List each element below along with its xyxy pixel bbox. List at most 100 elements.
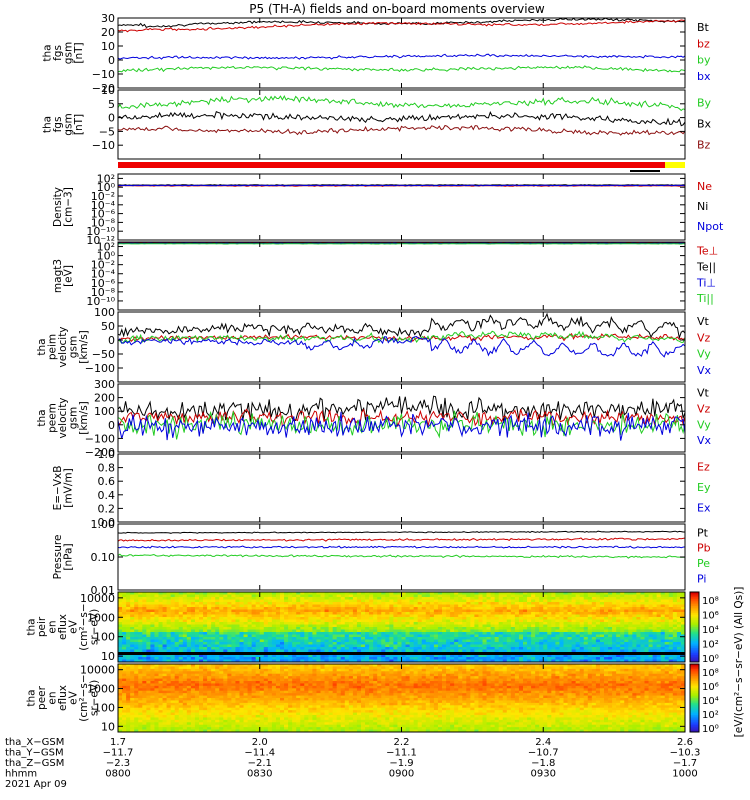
y-tick-label: 20 — [101, 26, 115, 39]
status-bar-red — [118, 162, 665, 168]
panels-group: 3020100−10−20thafgsgsm[nT]Btbzbybx1050−5… — [26, 12, 724, 733]
y-tick-label: 0.01 — [91, 584, 116, 597]
x-row-label: tha_Y−GSM — [5, 748, 64, 759]
series-Pi — [117, 545, 686, 549]
y-tick-label: 0.8 — [98, 462, 116, 475]
y-axis-label-line: [eV] — [62, 265, 74, 287]
y-tick-label: 1.0 — [98, 448, 116, 461]
x-tick-label: −10.3 — [670, 748, 701, 759]
x-tick-label: 2.6 — [677, 737, 693, 748]
legend-Bz: Bz — [697, 139, 711, 152]
y-axis-label-line: peir — [36, 616, 48, 637]
y-axis-label-line: E=−VxB — [52, 466, 64, 511]
x-tick-label: −1.7 — [673, 758, 697, 769]
y-tick-label: 100 — [94, 405, 115, 418]
y-tick-label: 10 — [101, 650, 115, 663]
series-Vt — [117, 312, 686, 340]
y-axis-label-line: magt3 — [52, 259, 64, 293]
y-tick-label: 0 — [108, 334, 115, 347]
y-axis-label-line: tha — [36, 338, 48, 355]
legend-Vt: Vt — [697, 387, 710, 400]
y-tick-label: 10⁻⁸ — [91, 216, 116, 229]
panel-frame — [117, 311, 686, 383]
y-axis-label-line: tha — [26, 689, 38, 706]
legend-Pe: Pe — [697, 557, 710, 570]
y-tick-label: 10⁰ — [97, 181, 116, 194]
y-tick-label: 100 — [94, 631, 115, 644]
y-tick-label: −20 — [92, 82, 115, 95]
figure-title: P5 (TH-A) fields and on-board moments ov… — [249, 2, 545, 16]
legend-Ne: Ne — [697, 180, 712, 193]
series-Bz — [117, 124, 686, 136]
y-tick-label: 10⁻¹⁰ — [86, 225, 115, 238]
series-bz — [117, 19, 686, 33]
y-tick-label: 10⁻⁴ — [91, 268, 116, 281]
x-tick-label: −11.7 — [103, 748, 134, 759]
series-Pb — [117, 537, 686, 542]
series-Npot — [117, 184, 686, 187]
date-label: 2021 Apr 09 — [5, 779, 67, 790]
panel-pressure: 1.00 0.10 0.01 Pressure[nPa] Pt Pb Pe Pi — [52, 518, 711, 597]
y-tick-label: 0.10 — [91, 551, 116, 564]
y-axis-label-line: [cm−3] — [62, 187, 74, 227]
y-tick-label: 10² — [97, 241, 115, 254]
colorbar-electron: 10⁸ 10⁶ 10⁴ 10² 10⁰ — [689, 663, 719, 735]
y-axis-label-line: eflux — [57, 685, 69, 711]
y-tick-label: 0 — [108, 419, 115, 432]
x-tick-label: −1.8 — [531, 758, 555, 769]
colorbar-tick-label: 10⁸ — [702, 668, 719, 679]
x-tick-label: −10.7 — [528, 748, 559, 759]
x-axis-labels: tha_X−GSM 1.7 2.0 2.2 2.4 2.6 tha_Y−GSM −11.7 −1… — [5, 737, 700, 790]
status-bar-yellow — [665, 162, 685, 168]
x-tick-label: −1.9 — [389, 758, 413, 769]
low-energy-band — [118, 652, 685, 655]
colorbar-ion: 10⁸ 10⁶ 10⁴ 10² 10⁰ — [689, 591, 719, 665]
panel-frame — [117, 241, 686, 311]
y-tick-label: −5 — [99, 125, 115, 138]
legend-Ni: Ni — [697, 200, 708, 213]
status-bar — [118, 162, 685, 172]
legend-Ey: Ey — [697, 481, 711, 494]
y-axis-label: magt3[eV] — [52, 259, 75, 293]
x-tick-label: 1.7 — [110, 737, 126, 748]
y-axis-label-line: peer — [36, 685, 48, 710]
status-bar-tick — [630, 170, 660, 172]
legend-Vz: Vz — [697, 402, 711, 415]
y-axis-label-line: gsm — [62, 42, 74, 64]
x-tick-label: 2.0 — [252, 737, 268, 748]
y-tick-label: 1000 — [87, 611, 115, 624]
legend-bx: bx — [697, 70, 711, 83]
y-axis-label-line: fgs — [52, 45, 64, 61]
y-tick-label: 300 — [94, 378, 115, 391]
heatmap-peer-eflux — [118, 664, 686, 733]
y-tick-label: 0.2 — [98, 502, 116, 515]
colorbar-tick-label: 10⁸ — [702, 596, 719, 607]
y-axis-label-line: [nPa] — [62, 543, 74, 570]
y-axis-label-line: gsm — [68, 407, 80, 429]
legend-Ti⊥: Ti⊥ — [696, 276, 716, 289]
x-tick-label: 1000 — [672, 769, 697, 780]
y-axis-label-line: [mV/m] — [62, 468, 74, 507]
colorbar-tick-label: 10⁴ — [702, 625, 719, 636]
series-Vx — [117, 335, 686, 358]
x-tick-label: −2.1 — [248, 758, 272, 769]
y-axis-label-line: [km/s] — [78, 330, 90, 364]
y-tick-label: 30 — [101, 12, 115, 25]
legend-Bx: Bx — [697, 118, 712, 131]
y-tick-label: 10⁻¹⁰ — [86, 295, 115, 308]
panel-frame — [117, 453, 686, 523]
y-axis-label-line: [km/s] — [78, 401, 90, 435]
x-tick-label: −2.3 — [106, 758, 130, 769]
y-axis-label-line: Density — [52, 187, 64, 227]
y-axis-label: Density[cm−3] — [52, 187, 75, 227]
x-tick-label: −11.1 — [386, 748, 417, 759]
x-row-label: tha_Z−GSM — [5, 758, 64, 769]
colorbar-tick-label: 10⁶ — [702, 611, 719, 622]
legend-Vx: Vx — [697, 434, 712, 447]
